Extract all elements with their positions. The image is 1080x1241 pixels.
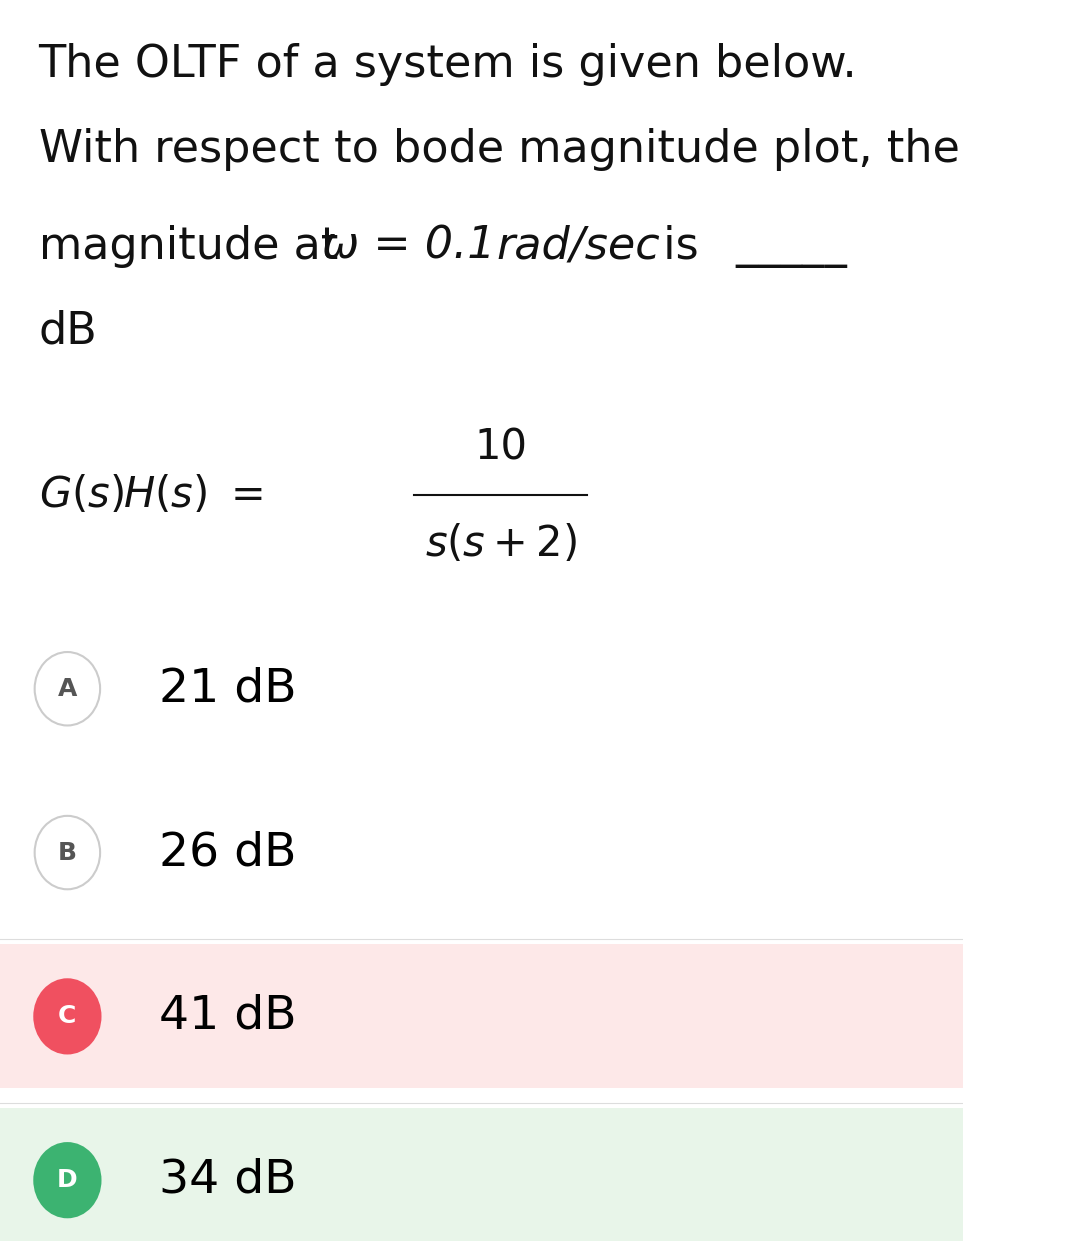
Text: _____: _____ (735, 225, 848, 268)
Ellipse shape (35, 1143, 100, 1217)
FancyBboxPatch shape (0, 944, 962, 1088)
Text: C: C (58, 1004, 77, 1029)
Ellipse shape (35, 979, 100, 1054)
Text: 41 dB: 41 dB (159, 994, 297, 1039)
Text: 21 dB: 21 dB (159, 666, 297, 711)
Text: rad/sec: rad/sec (496, 225, 660, 268)
Text: The OLTF of a system is given below.: The OLTF of a system is given below. (39, 43, 858, 87)
Text: D: D (57, 1168, 78, 1193)
Text: is: is (649, 225, 713, 268)
Text: magnitude at: magnitude at (39, 225, 352, 268)
Text: With respect to bode magnitude plot, the: With respect to bode magnitude plot, the (39, 128, 959, 171)
Text: A: A (57, 676, 77, 701)
Text: 34 dB: 34 dB (159, 1158, 297, 1203)
Text: B: B (58, 840, 77, 865)
Text: 26 dB: 26 dB (159, 830, 296, 875)
Text: $s(s + 2)$: $s(s + 2)$ (424, 524, 577, 566)
Ellipse shape (35, 815, 100, 890)
Text: dB: dB (39, 309, 97, 352)
Text: ω = 0.1: ω = 0.1 (322, 225, 510, 268)
Text: 10: 10 (474, 427, 527, 469)
Ellipse shape (35, 652, 100, 726)
Text: $G(s)H(s)\ =$: $G(s)H(s)\ =$ (39, 474, 262, 516)
FancyBboxPatch shape (0, 1108, 962, 1241)
